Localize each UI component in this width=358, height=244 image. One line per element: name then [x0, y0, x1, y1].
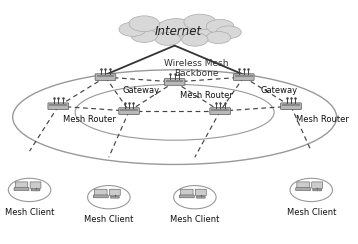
- Text: Gateway: Gateway: [122, 86, 159, 95]
- Ellipse shape: [216, 26, 241, 39]
- Text: Mesh Router: Mesh Router: [296, 115, 349, 124]
- Ellipse shape: [131, 29, 158, 42]
- FancyBboxPatch shape: [93, 195, 108, 198]
- Ellipse shape: [119, 22, 146, 36]
- FancyBboxPatch shape: [14, 188, 29, 191]
- FancyBboxPatch shape: [109, 189, 120, 195]
- Ellipse shape: [129, 16, 159, 32]
- FancyBboxPatch shape: [210, 108, 231, 114]
- FancyBboxPatch shape: [110, 196, 119, 198]
- FancyBboxPatch shape: [281, 103, 301, 110]
- FancyBboxPatch shape: [95, 74, 116, 81]
- FancyBboxPatch shape: [313, 189, 321, 191]
- FancyBboxPatch shape: [120, 109, 138, 111]
- Ellipse shape: [206, 31, 231, 44]
- Text: Mesh Router: Mesh Router: [63, 115, 116, 124]
- FancyBboxPatch shape: [97, 75, 114, 77]
- FancyBboxPatch shape: [197, 196, 205, 198]
- FancyBboxPatch shape: [95, 189, 107, 196]
- FancyBboxPatch shape: [297, 182, 309, 188]
- FancyBboxPatch shape: [31, 189, 40, 191]
- Text: Mesh Client: Mesh Client: [5, 208, 54, 217]
- Text: Internet: Internet: [154, 24, 202, 38]
- FancyBboxPatch shape: [119, 108, 139, 114]
- FancyBboxPatch shape: [166, 80, 183, 82]
- FancyBboxPatch shape: [179, 195, 194, 198]
- Text: Wireless Mesh
Backbone: Wireless Mesh Backbone: [164, 59, 229, 78]
- Text: Mesh Client: Mesh Client: [170, 215, 219, 224]
- Ellipse shape: [158, 19, 195, 36]
- FancyBboxPatch shape: [235, 75, 252, 77]
- FancyBboxPatch shape: [296, 188, 311, 191]
- Ellipse shape: [137, 21, 225, 41]
- FancyBboxPatch shape: [282, 104, 300, 106]
- FancyBboxPatch shape: [48, 103, 69, 110]
- FancyBboxPatch shape: [312, 182, 323, 188]
- Text: Mesh Client: Mesh Client: [286, 208, 336, 217]
- FancyBboxPatch shape: [195, 189, 206, 195]
- Text: Mesh Client: Mesh Client: [84, 215, 134, 224]
- FancyBboxPatch shape: [211, 109, 229, 111]
- FancyBboxPatch shape: [30, 182, 41, 188]
- Text: Gateway: Gateway: [261, 86, 298, 95]
- Ellipse shape: [184, 14, 216, 30]
- FancyBboxPatch shape: [180, 189, 193, 196]
- Ellipse shape: [206, 19, 234, 33]
- FancyBboxPatch shape: [49, 104, 67, 106]
- FancyBboxPatch shape: [233, 74, 254, 81]
- Ellipse shape: [182, 33, 208, 46]
- Text: Mesh Router: Mesh Router: [180, 91, 233, 100]
- FancyBboxPatch shape: [164, 79, 185, 85]
- FancyBboxPatch shape: [15, 182, 28, 188]
- Ellipse shape: [155, 33, 180, 45]
